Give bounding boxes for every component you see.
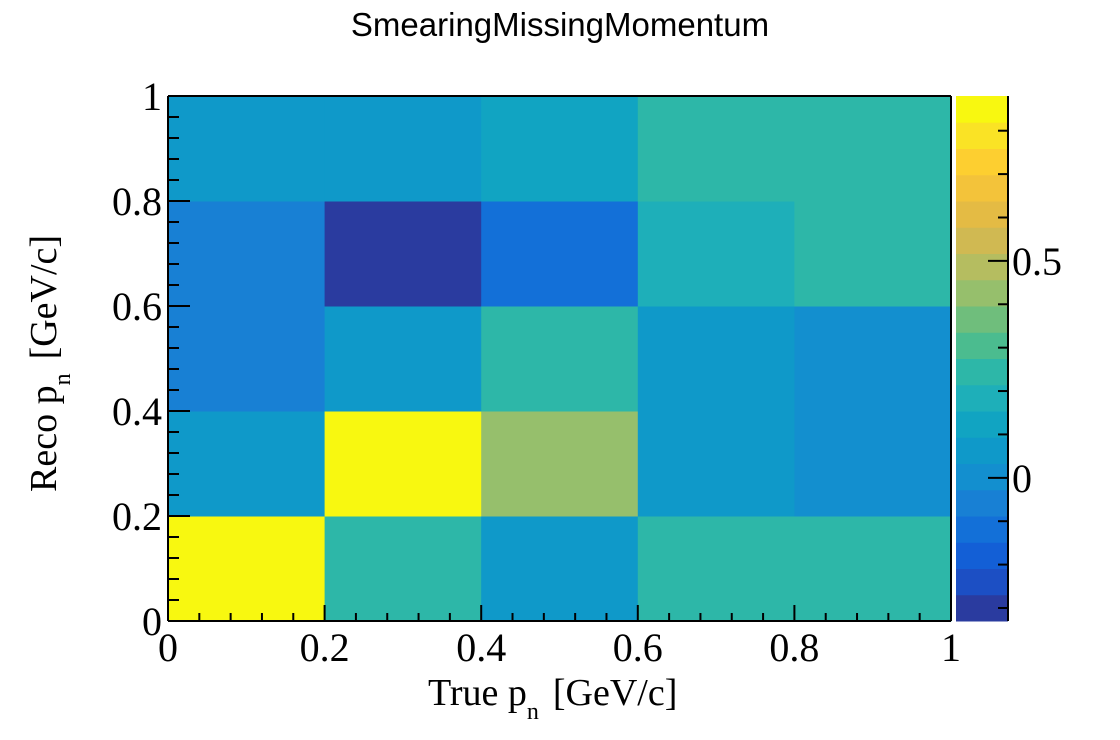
heatmap-cell-r4-c4	[794, 96, 952, 202]
heatmap-cell-r1-c3	[637, 411, 795, 517]
y-axis-label-main: Reco p	[23, 385, 65, 492]
color-scale-swatch	[956, 358, 1008, 386]
color-scale-tick-label: 0	[1012, 456, 1032, 501]
y-axis-label: Reco pn [GeV/c]	[23, 235, 76, 492]
color-scale-swatch	[956, 332, 1008, 359]
x-axis-label: True pn [GeV/c]	[428, 672, 677, 725]
y-axis-label-text: Reco pn [GeV/c]	[23, 235, 76, 492]
color-scale-ticks: 00.5	[988, 129, 1062, 609]
heatmap-cell-r4-c2	[481, 96, 639, 202]
color-scale-swatch	[956, 201, 1008, 228]
plot-frame	[167, 95, 952, 622]
y-tick-label: 1	[142, 74, 162, 119]
heatmap-cell-r2-c1	[324, 306, 482, 412]
color-scale-swatch	[956, 279, 1008, 307]
heatmap-cell-r1-c1	[324, 411, 482, 517]
heatmap-cell-r1-c2	[481, 411, 639, 517]
heatmap-cell-r4-c0	[168, 96, 326, 202]
heatmap-cell-r3-c4	[794, 201, 952, 307]
x-tick-label: 0.6	[613, 625, 663, 670]
heatmap-cell-r3-c1	[324, 201, 482, 307]
color-scale-swatch	[956, 568, 1008, 596]
color-scale-swatch	[956, 384, 1008, 412]
color-scale-swatch	[956, 516, 1008, 543]
heatmap-cell-r2-c3	[637, 306, 795, 412]
color-scale-swatch	[956, 96, 1008, 123]
y-tick-label: 0.8	[112, 179, 162, 224]
heatmap-cell-r1-c0	[168, 411, 326, 517]
heatmap-cell-r3-c2	[481, 201, 639, 307]
color-scale-swatch	[956, 437, 1008, 464]
heatmap-cell-r0-c2	[481, 516, 639, 622]
chart-title: SmearingMissingMomentum	[351, 6, 769, 43]
heatmap-cell-r4-c3	[637, 96, 795, 202]
x-tick-label: 0.2	[300, 625, 350, 670]
y-tick-label: 0.6	[112, 284, 162, 329]
heatmap-cells	[168, 96, 952, 622]
heatmap-cell-r0-c0	[168, 516, 326, 622]
heatmap-cell-r2-c4	[794, 306, 952, 412]
heatmap-cell-r4-c1	[324, 96, 482, 202]
x-axis-label-sub: n	[527, 699, 539, 725]
x-axis-label-text: True pn [GeV/c]	[428, 672, 677, 725]
heatmap-cell-r3-c0	[168, 201, 326, 307]
y-tick-label: 0	[142, 599, 162, 644]
heatmap-cell-r0-c4	[794, 516, 952, 622]
y-tick-label: 0.4	[112, 389, 162, 434]
heatmap-cell-r0-c3	[637, 516, 795, 622]
heatmap-cell-r2-c0	[168, 306, 326, 412]
color-scale-swatch	[956, 253, 1008, 281]
heatmap-cell-r2-c2	[481, 306, 639, 412]
heatmap-cell-r3-c3	[637, 201, 795, 307]
x-tick-label: 0	[158, 625, 178, 670]
x-tick-label: 0.8	[769, 625, 819, 670]
heatmap-cell-r1-c4	[794, 411, 952, 517]
x-axis-label-unit: [GeV/c]	[553, 672, 677, 714]
x-axis-ticks: 0 0.2 0.4 0.6 0.8 1	[158, 605, 961, 670]
y-axis-label-sub: n	[50, 373, 76, 385]
y-tick-label: 0.2	[112, 494, 162, 539]
color-scale-swatch	[956, 174, 1008, 202]
x-axis-label-main: True p	[428, 672, 527, 714]
x-tick-label: 1	[941, 625, 961, 670]
y-axis-label-unit: [GeV/c]	[23, 235, 65, 359]
color-scale-swatch	[956, 227, 1008, 254]
color-scale-swatch	[956, 122, 1008, 149]
color-scale-swatch	[956, 148, 1008, 176]
x-tick-label: 0.4	[456, 625, 506, 670]
color-scale-tick-label: 0.5	[1012, 239, 1062, 284]
color-scale-bar	[956, 96, 1009, 622]
color-scale-swatch	[956, 411, 1008, 438]
color-scale-swatch	[956, 489, 1008, 517]
y-axis-ticks: 0 0.2 0.4 0.6 0.8 1	[112, 74, 190, 644]
color-scale-swatch	[956, 306, 1008, 333]
heatmap-cell-r0-c1	[324, 516, 482, 622]
